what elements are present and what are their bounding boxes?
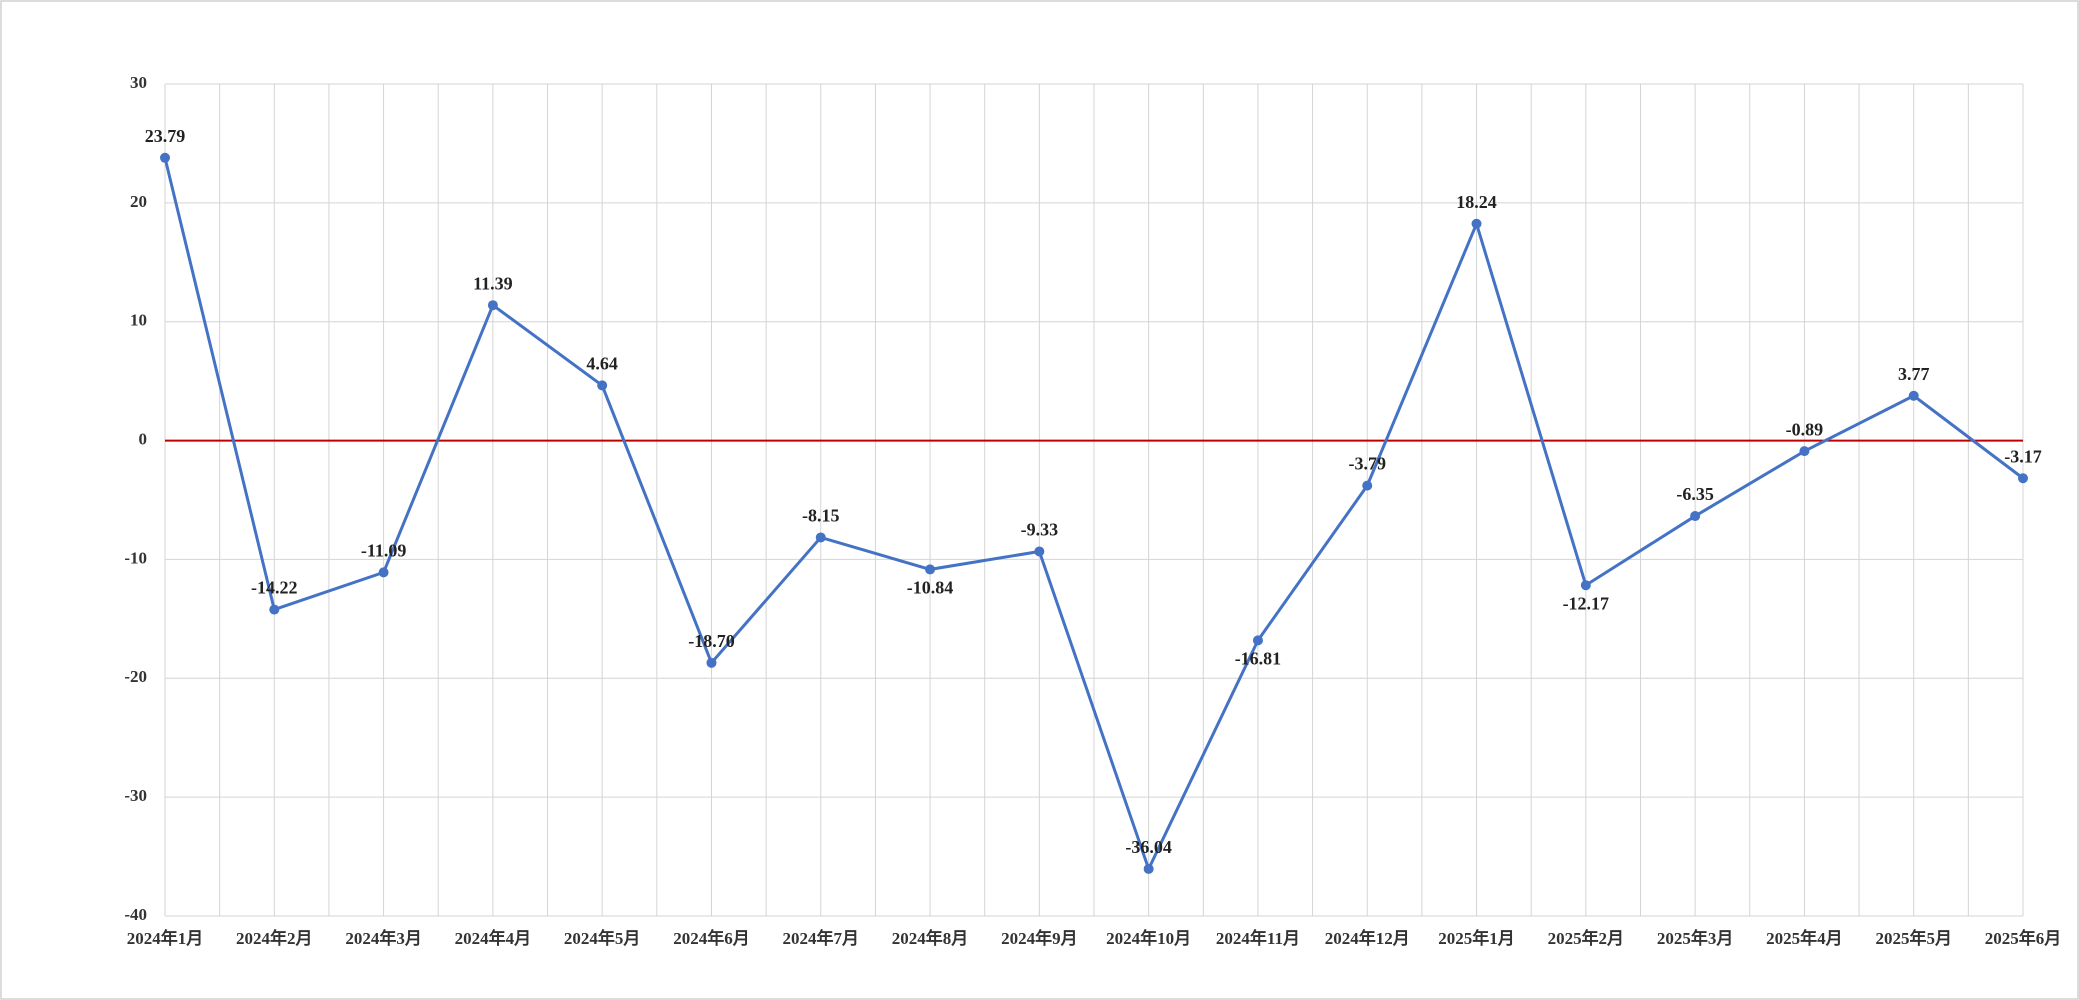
data-label: -11.09 [361, 541, 407, 561]
data-label: 23.79 [145, 126, 186, 146]
data-point [1908, 390, 1919, 401]
data-label: -14.22 [251, 578, 298, 598]
data-point [1252, 635, 1263, 646]
x-tick-label: 2025年4月 [1766, 928, 1843, 948]
data-point [378, 567, 389, 578]
x-tick-label: 2024年4月 [455, 928, 532, 948]
x-tick-label: 2024年10月 [1106, 928, 1191, 948]
x-tick-label: 2024年7月 [783, 928, 860, 948]
data-label: -9.33 [1021, 520, 1059, 540]
data-label: -6.35 [1676, 484, 1714, 504]
x-tick-label: 2024年12月 [1325, 928, 1410, 948]
x-tick-label: 2024年9月 [1001, 928, 1078, 948]
data-label: -12.17 [1563, 593, 1610, 613]
data-point [1143, 863, 1154, 874]
y-tick-label: -20 [124, 667, 147, 686]
data-label: 18.24 [1456, 192, 1497, 212]
x-tick-label: 2024年2月 [236, 928, 313, 948]
x-tick-label: 2025年3月 [1657, 928, 1734, 948]
x-tick-label: 2025年6月 [1985, 928, 2062, 948]
y-tick-label: 30 [130, 73, 147, 92]
data-point [160, 152, 170, 163]
data-label: 4.64 [586, 354, 618, 374]
y-tick-label: -30 [124, 786, 147, 805]
data-point [2018, 473, 2028, 484]
data-point [597, 380, 608, 391]
data-point [925, 564, 936, 575]
data-point [1690, 511, 1701, 522]
x-tick-label: 2024年11月 [1216, 928, 1300, 948]
data-label: -0.89 [1786, 419, 1824, 439]
x-tick-label: 2024年1月 [127, 928, 204, 948]
data-label: -36.04 [1125, 837, 1172, 857]
data-label: 3.77 [1898, 364, 1930, 384]
data-label: -18.70 [688, 631, 735, 651]
x-tick-label: 2025年5月 [1875, 928, 1952, 948]
data-point [815, 532, 826, 543]
data-label: -3.17 [2004, 446, 2042, 466]
data-point [1799, 446, 1810, 457]
y-tick-label: 0 [139, 429, 148, 448]
data-label: -3.79 [1348, 454, 1386, 474]
series-line [163, 157, 2024, 873]
data-point [1580, 580, 1591, 591]
data-point [487, 300, 498, 311]
data-point [1034, 546, 1045, 557]
y-tick-label: 10 [130, 311, 147, 330]
y-tick-label: -40 [124, 905, 147, 924]
data-point [269, 604, 280, 615]
data-point [706, 657, 717, 668]
data-label: -10.84 [907, 578, 954, 598]
data-label: 11.39 [473, 273, 513, 293]
x-tick-label: 2024年5月 [564, 928, 641, 948]
data-label: -16.81 [1235, 648, 1282, 668]
x-tick-label: 2024年6月 [673, 928, 750, 948]
data-label: -8.15 [802, 506, 840, 526]
x-tick-label: 2025年1月 [1438, 928, 1515, 948]
x-tick-label: 2025年2月 [1548, 928, 1625, 948]
y-tick-label: 20 [130, 192, 147, 211]
data-point [1362, 480, 1373, 491]
y-tick-label: -10 [124, 548, 147, 567]
x-tick-label: 2024年8月 [892, 928, 969, 948]
data-point [1471, 218, 1482, 229]
x-tick-label: 2024年3月 [345, 928, 422, 948]
